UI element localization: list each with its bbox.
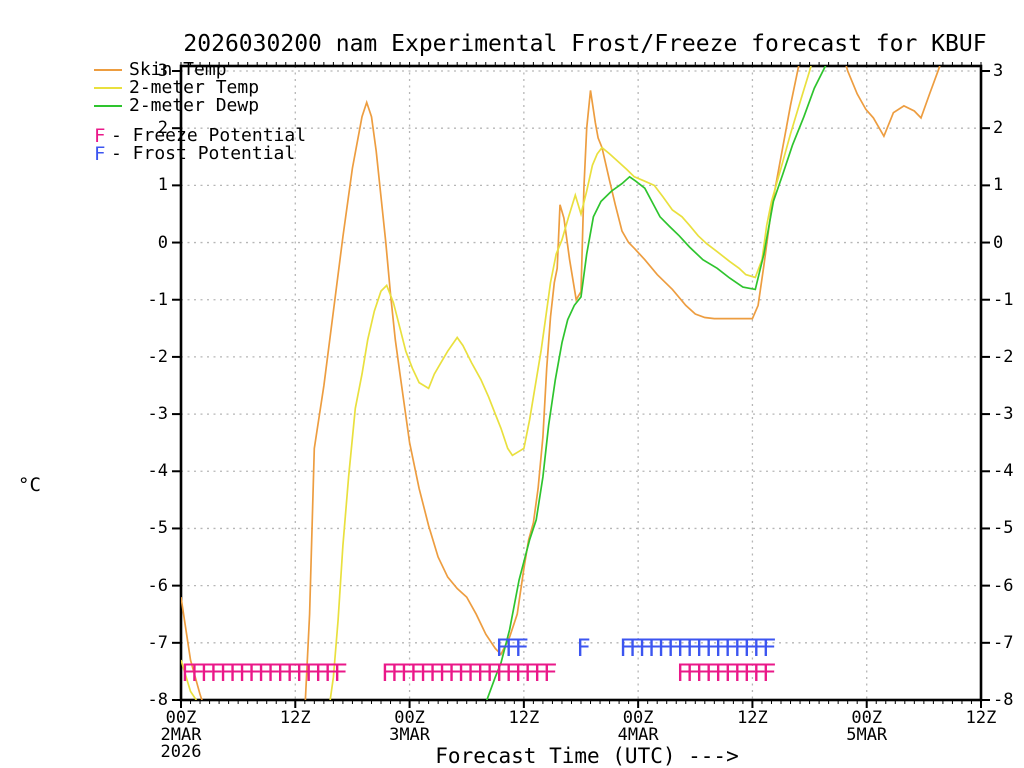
- series-2-meter-temp: [181, 66, 812, 700]
- y-tick-label-left: -1: [147, 289, 168, 310]
- frost-potential-markers-row: F: [576, 633, 590, 662]
- y-tick-label-left: -2: [147, 346, 168, 367]
- x-tick-label: 00Z: [394, 708, 425, 728]
- legend-marker-symbol: F: [94, 143, 106, 165]
- x-tick-date-label: 4MAR: [617, 725, 659, 745]
- y-tick-label-right: 1: [993, 175, 1004, 196]
- x-tick-label: 00Z: [622, 708, 654, 728]
- legend-item-freeze-potential: F - Freeze Potential: [94, 125, 307, 147]
- x-tick-date-label: 5MAR: [846, 725, 888, 745]
- y-tick-label-left: -8: [147, 690, 168, 710]
- chart-title: 2026030200 nam Experimental Frost/Freeze…: [183, 31, 987, 57]
- legend-line-swatch: [94, 69, 122, 71]
- freeze-potential-markers-row: FFFFFFFFFFFFFFFFF: [181, 658, 348, 687]
- y-tick-label-left: -6: [147, 575, 168, 596]
- x-tick-label: 12Z: [279, 708, 311, 728]
- y-axis-label: °C: [18, 474, 41, 496]
- legend-item-frost-potential: F - Frost Potential: [94, 143, 296, 165]
- x-tick-date-label: 3MAR: [389, 725, 431, 745]
- y-tick-label-right: -3: [993, 404, 1014, 425]
- legend-label: Skin Temp: [129, 59, 227, 80]
- legend-item-2-meter-dewp: 2-meter Dewp: [94, 97, 259, 115]
- freeze-potential-markers-row: FFFFFFFFFF: [676, 658, 776, 687]
- legend-marker-symbol: F: [94, 125, 106, 147]
- freeze-potential-markers-row: FFFFFFFFFFFFFFFFFF: [381, 658, 557, 687]
- legend-item-2-meter-temp: 2-meter Temp: [94, 79, 259, 97]
- y-tick-label-right: -1: [993, 289, 1014, 310]
- frost-potential-markers-row: FFF: [495, 633, 528, 662]
- series-2-meter-dewp: [485, 66, 827, 700]
- y-tick-label-left: -4: [147, 461, 168, 482]
- y-tick-label-right: 0: [993, 232, 1004, 253]
- x-tick-label: 12Z: [508, 708, 540, 728]
- legend-label: - Freeze Potential: [111, 125, 307, 146]
- y-tick-label-left: 3: [157, 61, 168, 81]
- x-tick-year-label: 2026: [160, 742, 202, 762]
- y-tick-label-right: 2: [993, 118, 1004, 139]
- legend-label: 2-meter Dewp: [129, 95, 260, 116]
- legend-label: 2-meter Temp: [129, 77, 260, 98]
- y-tick-label-right: -4: [993, 461, 1014, 482]
- x-axis-label: Forecast Time (UTC) --->: [435, 744, 739, 768]
- x-tick-label: 00Z: [165, 708, 197, 728]
- legend-label: - Frost Potential: [111, 143, 296, 164]
- y-tick-label-left: 1: [157, 175, 168, 196]
- y-tick-label-left: -3: [147, 404, 168, 425]
- y-tick-label-left: -7: [147, 632, 168, 653]
- y-tick-label-right: -6: [993, 575, 1014, 596]
- y-tick-label-right: -8: [993, 690, 1014, 710]
- x-tick-label: 12Z: [965, 708, 997, 728]
- y-tick-label-right: -2: [993, 346, 1014, 367]
- y-tick-label-right: -5: [993, 518, 1014, 539]
- x-tick-label: 12Z: [737, 708, 768, 728]
- series-skin-temp: [181, 66, 941, 700]
- y-tick-label-left: 0: [157, 232, 168, 253]
- frost-potential-markers-row: FFFFFFFFFFFFFFFF: [619, 633, 776, 662]
- y-tick-label-left: 2: [157, 118, 168, 139]
- legend-line-swatch: [94, 87, 122, 89]
- y-tick-label-left: -5: [147, 518, 168, 539]
- y-tick-label-right: -7: [993, 632, 1014, 653]
- y-tick-label-right: 3: [993, 61, 1004, 81]
- legend-line-swatch: [94, 105, 122, 107]
- x-tick-date-label: 2MAR: [160, 725, 202, 745]
- x-tick-label: 00Z: [851, 708, 883, 728]
- legend-item-skin-temp: Skin Temp: [94, 61, 227, 79]
